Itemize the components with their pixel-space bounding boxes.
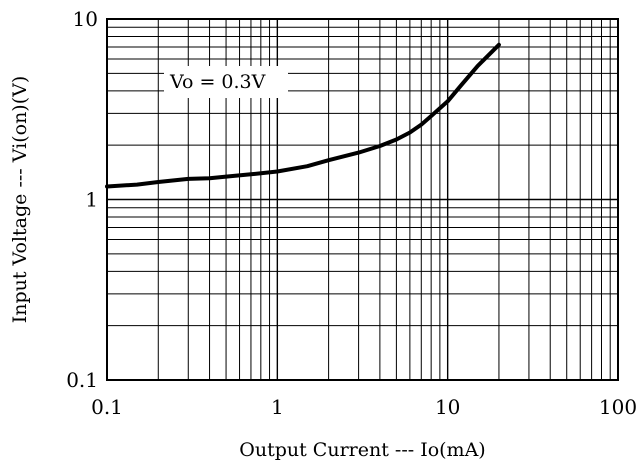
y-axis-title: Input Voltage --- Vi(on)(V) <box>9 76 31 324</box>
y-tick-labels: 0.1 1 10 <box>66 7 98 392</box>
x-tick-labels: 0.1 1 10 100 <box>91 395 637 419</box>
plot-frame <box>106 18 619 381</box>
x-axis-title: Output Current --- Io(mA) <box>239 439 485 461</box>
y-tick-label: 1 <box>85 188 98 212</box>
y-tick-label: 0.1 <box>66 368 98 392</box>
x-tick-label: 1 <box>271 395 284 419</box>
y-tick-label: 10 <box>73 7 98 31</box>
x-tick-label: 0.1 <box>91 395 123 419</box>
annotation-label: Vo = 0.3V <box>169 71 266 93</box>
annotation-box: Vo = 0.3V <box>164 66 288 98</box>
x-tick-label: 100 <box>599 395 637 419</box>
series-line <box>105 42 501 189</box>
x-tick-label: 10 <box>435 395 460 419</box>
